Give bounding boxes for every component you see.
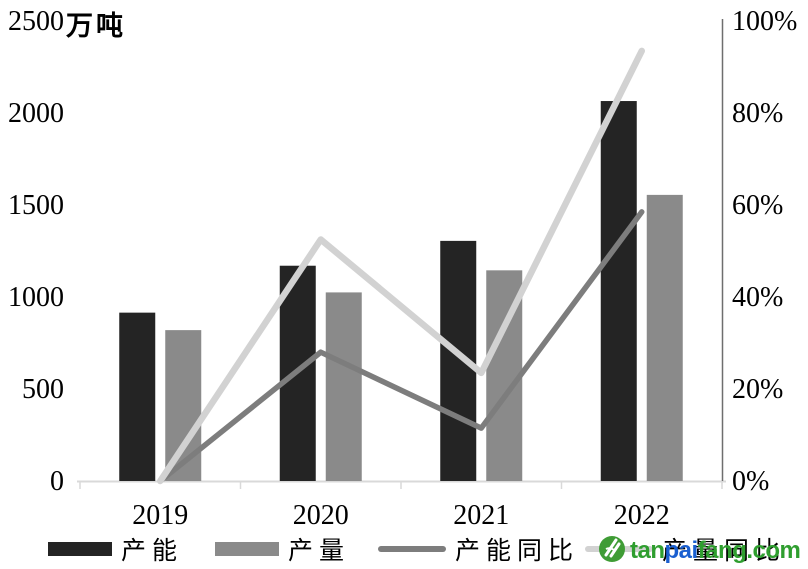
x-axis-label-2021: 2021 xyxy=(453,500,509,531)
right-axis-tick-label-100%: 100% xyxy=(732,6,797,37)
legend-label-capacity-bar: 产能 xyxy=(121,538,184,565)
right-axis-tick-label-0%: 0% xyxy=(732,466,769,497)
right-axis-tick-label-20%: 20% xyxy=(732,374,783,405)
left-axis-tick-label-2500: 2500 xyxy=(8,6,64,37)
left-axis-tick-label-500: 500 xyxy=(22,374,64,405)
legend-item-capacity-yoy-line: 产能同比 xyxy=(378,533,579,565)
watermark-text-tan: tan xyxy=(630,537,665,564)
left-axis-tick-label-0: 0 xyxy=(50,466,64,497)
right-axis-tick-label-80%: 80% xyxy=(732,98,783,129)
left-axis-tick-label-1000: 1000 xyxy=(8,282,64,313)
watermark: tanpaifang.com xyxy=(597,534,801,569)
left-axis-tick-label-2000: 2000 xyxy=(8,98,64,129)
legend-label-output-bar: 产量 xyxy=(288,538,351,565)
x-axis-label-2020: 2020 xyxy=(293,500,349,531)
watermark-text-fang: fang xyxy=(697,537,747,564)
right-axis-tick-label-60%: 60% xyxy=(732,190,783,221)
left-axis-unit-label: 万吨 xyxy=(66,11,126,41)
left-axis-tick-label-1500: 1500 xyxy=(8,190,64,221)
capacity-yoy-line xyxy=(157,209,645,484)
x-axis-label-2022: 2022 xyxy=(614,500,670,531)
output-bar-2020 xyxy=(325,292,362,481)
output-bar-2022 xyxy=(646,194,683,481)
legend-item-capacity-bar: 产能 xyxy=(48,533,183,565)
output-bar-2019 xyxy=(165,330,202,481)
x-axis-label-2019: 2019 xyxy=(132,500,188,531)
legend-swatch-capacity-bar xyxy=(48,542,112,556)
legend-swatch-output-bar xyxy=(215,542,279,556)
capacity-bar-2019 xyxy=(119,312,156,481)
legend-label-capacity-yoy-line: 产能同比 xyxy=(455,538,580,565)
watermark-text-pai: pai xyxy=(664,537,699,564)
tanpaifang-logo-icon xyxy=(597,534,627,569)
watermark-text-com: .com xyxy=(746,537,801,564)
legend-label-output-yoy-line: 产量同比 xyxy=(662,538,787,565)
capacity-bar-2022 xyxy=(600,101,637,481)
legend-swatch-capacity-yoy-line xyxy=(378,546,446,552)
legend-item-output-bar: 产量 xyxy=(215,533,350,565)
output-yoy-line xyxy=(157,47,645,485)
right-axis-tick-label-40%: 40% xyxy=(732,282,783,313)
